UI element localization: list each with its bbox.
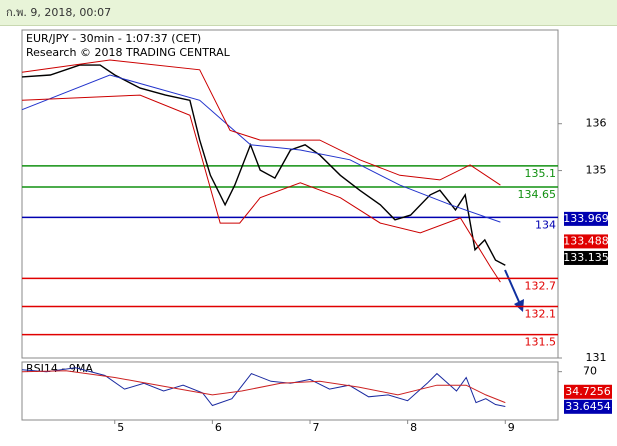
y-tick-label: 136: [586, 117, 607, 130]
rsi-value-label: 34.7256: [565, 385, 611, 398]
rsi-value-box: [564, 384, 612, 399]
date-bar: ก.พ. 9, 2018, 00:07: [0, 0, 617, 26]
level-label: 134: [535, 218, 556, 231]
chart-subtitle: Research © 2018 TRADING CENTRAL: [26, 46, 231, 59]
price-line: [21, 64, 506, 266]
price-box-label: 133.135: [563, 251, 609, 264]
rsi-line: [21, 370, 506, 404]
forecast-arrow-head: [514, 299, 524, 312]
x-tick-label: 6: [215, 421, 222, 434]
price-frame: [21, 29, 559, 359]
level-label: 132.1: [525, 307, 557, 320]
level-label: 135.1: [525, 167, 557, 180]
indicator-line: [21, 59, 501, 186]
x-tick-label: 8: [410, 421, 417, 434]
price-box-label: 133.969: [563, 212, 609, 225]
rsi-line: [21, 367, 506, 407]
forecast-arrow: [504, 269, 521, 305]
x-tick-label: 7: [313, 421, 320, 434]
chart-title: EUR/JPY - 30min - 1:07:37 (CET): [26, 32, 201, 45]
price-box: [564, 250, 608, 265]
price-box-label: 133.488: [563, 234, 609, 247]
price-box: [564, 211, 608, 226]
level-label: 134.65: [518, 188, 557, 201]
indicator-line: [21, 74, 501, 223]
x-tick-label: 9: [508, 421, 515, 434]
rsi-value-box: [564, 399, 612, 414]
level-label: 131.5: [525, 336, 557, 349]
chart: EUR/JPY - 30min - 1:07:37 (CET) Research…: [21, 29, 612, 434]
rsi-value-label: 33.6454: [565, 400, 611, 413]
rsi-frame: [21, 361, 559, 421]
y-tick-label: 131: [586, 351, 607, 364]
level-label: 132.7: [525, 279, 557, 292]
indicator-line: [21, 94, 501, 283]
y-tick-label: 135: [586, 164, 607, 177]
rsi-y-tick-label: 70: [583, 365, 597, 378]
price-box: [564, 234, 608, 249]
x-tick-label: 5: [117, 421, 124, 434]
